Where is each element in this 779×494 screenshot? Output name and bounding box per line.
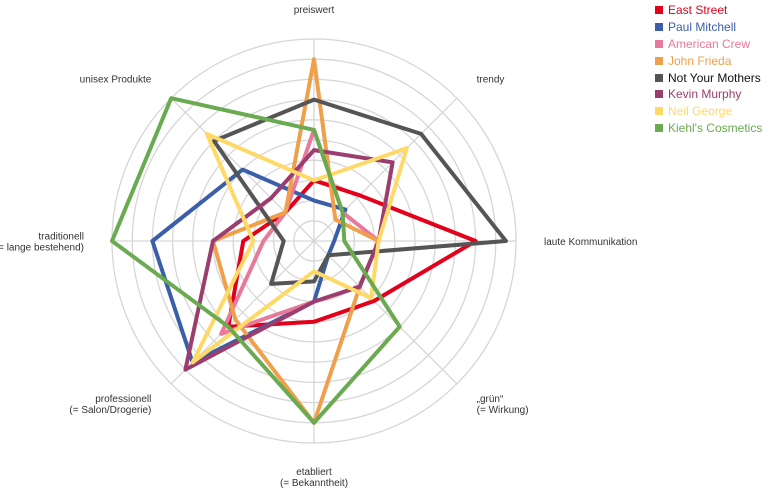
legend-item: Not Your Mothers	[655, 69, 762, 86]
axis-label: unisex Produkte	[80, 74, 152, 85]
axis-spoke	[313, 240, 458, 385]
legend-item: Neil George	[655, 103, 762, 120]
legend: East Street Paul Mitchell American Crew Joh…	[655, 2, 762, 136]
legend-label: Paul Mitchell	[668, 20, 737, 35]
legend-swatch	[655, 6, 663, 15]
axis-label: (= Salon/Drogerie)	[69, 405, 151, 416]
legend-label: American Crew	[668, 36, 751, 51]
axis-label: laute Kommunikation	[544, 237, 637, 248]
axis-label: (= lange bestehend)	[0, 243, 84, 254]
axis-label: etabliert	[296, 467, 332, 478]
legend-swatch	[655, 73, 663, 82]
legend-swatch	[655, 56, 663, 65]
axis-label: traditionell	[38, 232, 84, 243]
legend-item: American Crew	[655, 36, 762, 53]
series-line	[212, 97, 508, 286]
legend-swatch	[655, 90, 663, 99]
axis-labels: preiswert trendy laute Kommunikation „grün“…	[0, 5, 637, 489]
legend-label: East Street	[668, 3, 728, 18]
axis-label: „grün“	[477, 394, 504, 405]
series-line	[110, 96, 402, 425]
legend-label: John Frieda	[668, 53, 732, 68]
legend-item: Paul Mitchell	[655, 19, 762, 36]
legend-label: Neil George	[668, 104, 733, 119]
legend-item: East Street	[655, 2, 762, 19]
axis-spoke	[313, 97, 458, 242]
legend-swatch	[655, 123, 663, 132]
axis-label: preiswert	[294, 5, 335, 16]
legend-item: John Frieda	[655, 52, 762, 69]
axis-label: (= Wirkung)	[477, 405, 529, 416]
legend-swatch	[655, 39, 663, 48]
legend-item: Kiehl's Cosmetics	[655, 120, 762, 137]
axis-label: trendy	[477, 74, 505, 85]
axis-label: (= Bekanntheit)	[280, 478, 348, 489]
series-line	[190, 131, 409, 365]
series-line	[150, 167, 348, 365]
axis-label: professionell	[95, 394, 151, 405]
series-group	[110, 57, 508, 425]
legend-item: Kevin Murphy	[655, 86, 762, 103]
series-line	[183, 148, 395, 372]
legend-swatch	[655, 23, 663, 32]
legend-label: Not Your Mothers	[668, 70, 761, 85]
legend-swatch	[655, 107, 663, 116]
legend-label: Kiehl's Cosmetics	[668, 120, 763, 135]
legend-label: Kevin Murphy	[668, 87, 742, 102]
